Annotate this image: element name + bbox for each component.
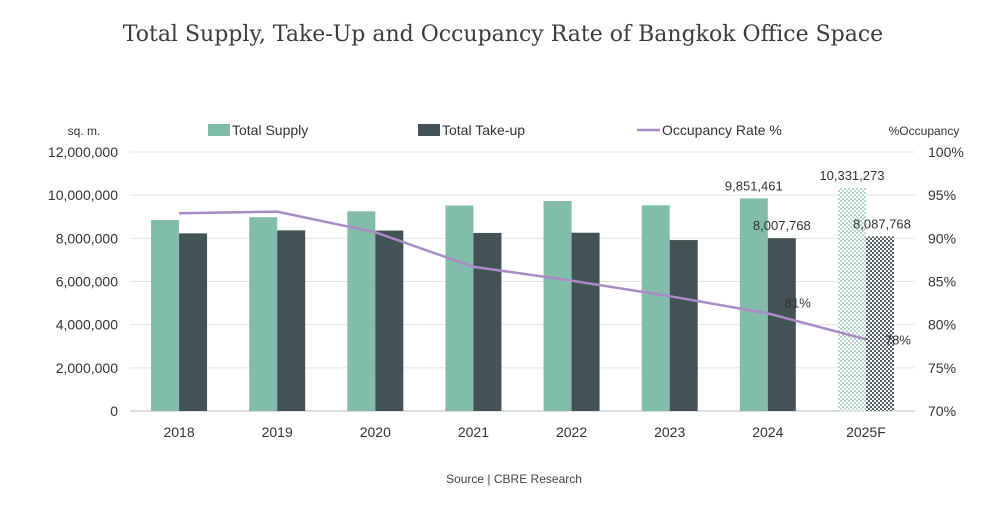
bar-total-takeup <box>571 232 600 411</box>
gridlines <box>130 151 915 412</box>
x-tick-label: 2022 <box>556 424 587 440</box>
y-left-tick-label: 12,000,000 <box>48 144 118 160</box>
bar-total-takeup <box>865 236 894 411</box>
data-label-occupancy-2024: 81% <box>785 295 811 310</box>
y-left-tick-label: 10,000,000 <box>48 187 118 203</box>
y-right-tick-label: 75% <box>928 360 956 376</box>
x-tick-label: 2020 <box>360 424 391 440</box>
data-label-takeup-2024: 8,007,768 <box>753 218 811 233</box>
bar-total-supply <box>347 211 376 411</box>
bar-total-takeup <box>277 230 306 411</box>
legend-label-total-takeup: Total Take-up <box>442 122 525 138</box>
x-tick-label: 2025F <box>846 424 886 440</box>
bar-total-supply <box>641 205 670 411</box>
x-tick-label: 2021 <box>458 424 489 440</box>
occupancy-rate-line <box>179 210 867 341</box>
data-label-supply-2025: 10,331,273 <box>819 168 884 183</box>
data-label-takeup-2025: 8,087,768 <box>853 216 911 231</box>
bar-total-supply <box>249 217 278 411</box>
y-right-tick-label: 80% <box>928 317 956 333</box>
bar-total-takeup <box>669 240 698 411</box>
bar-total-supply <box>739 198 768 411</box>
y-left-tick-label: 8,000,000 <box>56 230 118 246</box>
bar-total-takeup <box>179 233 208 411</box>
bar-total-supply <box>543 200 572 411</box>
legend: Total Supply Total Take-up Occupancy Rate … <box>208 122 782 138</box>
bars <box>151 188 894 411</box>
data-label-supply-2024: 9,851,461 <box>725 178 783 193</box>
y-left-axis-title: sq. m. <box>68 124 101 138</box>
y-left-tick-label: 0 <box>110 403 118 419</box>
legend-label-occupancy: Occupancy Rate % <box>662 122 782 138</box>
bar-total-takeup <box>767 238 796 411</box>
bar-total-supply <box>837 188 866 411</box>
y-right-tick-label: 100% <box>928 144 964 160</box>
bar-total-takeup <box>375 230 404 411</box>
axes: 0 70% 2,000,000 75% 4,000,000 80% 6,000,000 85%… <box>48 124 964 440</box>
legend-swatch-total-supply <box>208 124 230 136</box>
bar-total-supply <box>445 205 474 411</box>
y-right-tick-label: 85% <box>928 274 956 290</box>
data-labels: 9,851,461 8,007,768 10,331,273 8,087,768 81%… <box>725 168 911 347</box>
x-tick-label: 2019 <box>262 424 293 440</box>
chart-title: Total Supply, Take-Up and Occupancy Rate… <box>122 22 884 47</box>
bar-total-takeup <box>473 232 502 411</box>
x-tick-label: 2023 <box>654 424 685 440</box>
occupancy-line <box>179 210 867 341</box>
legend-label-total-supply: Total Supply <box>232 122 308 138</box>
y-left-tick-label: 2,000,000 <box>56 360 118 376</box>
data-label-occupancy-2025: 78% <box>885 332 911 347</box>
y-left-tick-label: 6,000,000 <box>56 274 118 290</box>
y-left-tick-label: 4,000,000 <box>56 317 118 333</box>
bar-total-supply <box>151 219 180 411</box>
x-tick-label: 2018 <box>163 424 194 440</box>
legend-swatch-total-takeup <box>418 124 440 136</box>
y-right-tick-label: 70% <box>928 403 956 419</box>
y-right-tick-label: 90% <box>928 230 956 246</box>
x-tick-label: 2024 <box>752 424 783 440</box>
source-note: Source | CBRE Research <box>446 472 582 486</box>
y-right-tick-label: 95% <box>928 187 956 203</box>
combo-chart: 9,851,461 8,007,768 10,331,273 8,087,768 81%… <box>48 122 964 440</box>
y-right-axis-title: %Occupancy <box>889 124 960 138</box>
